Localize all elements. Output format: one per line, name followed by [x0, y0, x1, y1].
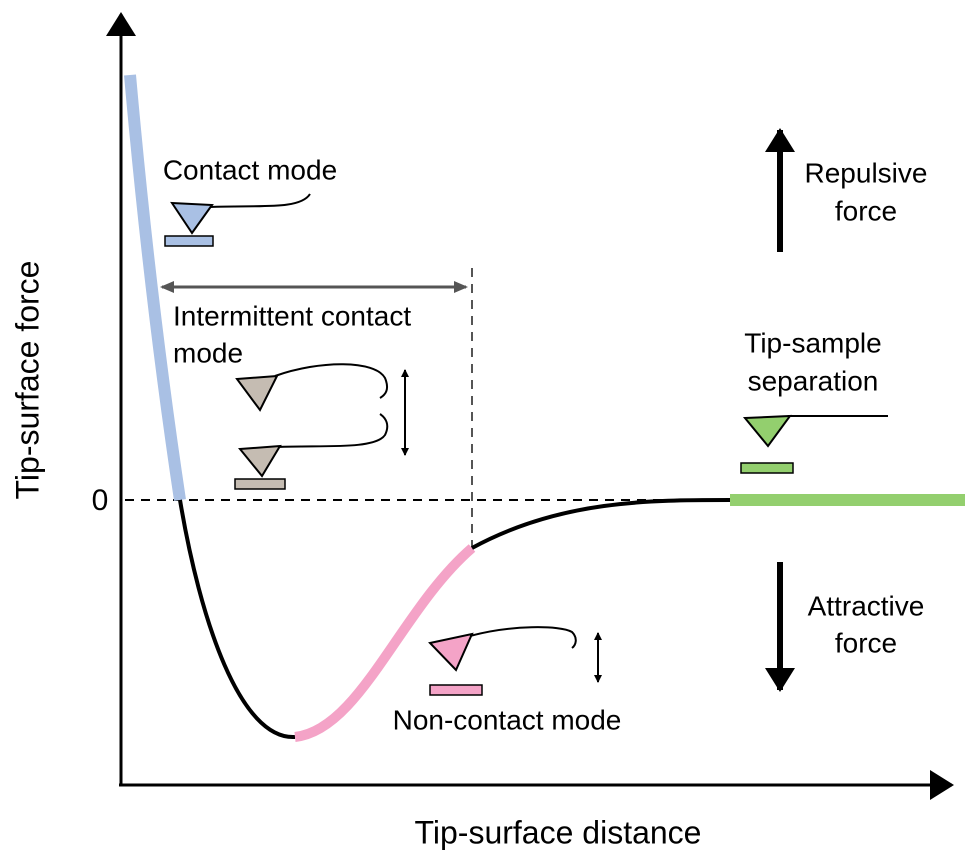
tip	[742, 414, 793, 448]
zero-label: 0	[92, 484, 109, 517]
repulsive-label: Repulsive	[805, 157, 928, 188]
y-axis-label: Tip-surface force	[9, 261, 45, 500]
sample	[429, 684, 483, 696]
attractive-label: force	[835, 627, 897, 658]
tip	[238, 444, 282, 478]
sample	[234, 478, 286, 490]
cantilever	[209, 193, 311, 208]
attractive-label: Attractive	[808, 590, 925, 621]
contact-curve	[124, 74, 186, 501]
sample	[164, 235, 214, 247]
curve	[471, 498, 731, 550]
tip	[170, 201, 214, 235]
x-axis-label: Tip-surface distance	[415, 814, 702, 850]
cantilever	[277, 413, 389, 448]
curve	[178, 499, 296, 740]
cantilever	[469, 626, 577, 649]
cantilever	[274, 363, 389, 399]
contact-label: Contact mode	[163, 154, 337, 185]
separation-label: Tip-sample	[744, 327, 881, 358]
separation-label: separation	[748, 365, 879, 396]
non-contact-curve	[294, 544, 476, 742]
tip	[428, 632, 474, 672]
repulsive-label: force	[835, 195, 897, 226]
tip	[235, 374, 279, 412]
sample	[740, 462, 794, 474]
intermittent-label: mode	[173, 337, 243, 368]
intermittent-label: Intermittent contact	[173, 300, 411, 331]
non-contact-label: Non-contact mode	[393, 704, 622, 735]
